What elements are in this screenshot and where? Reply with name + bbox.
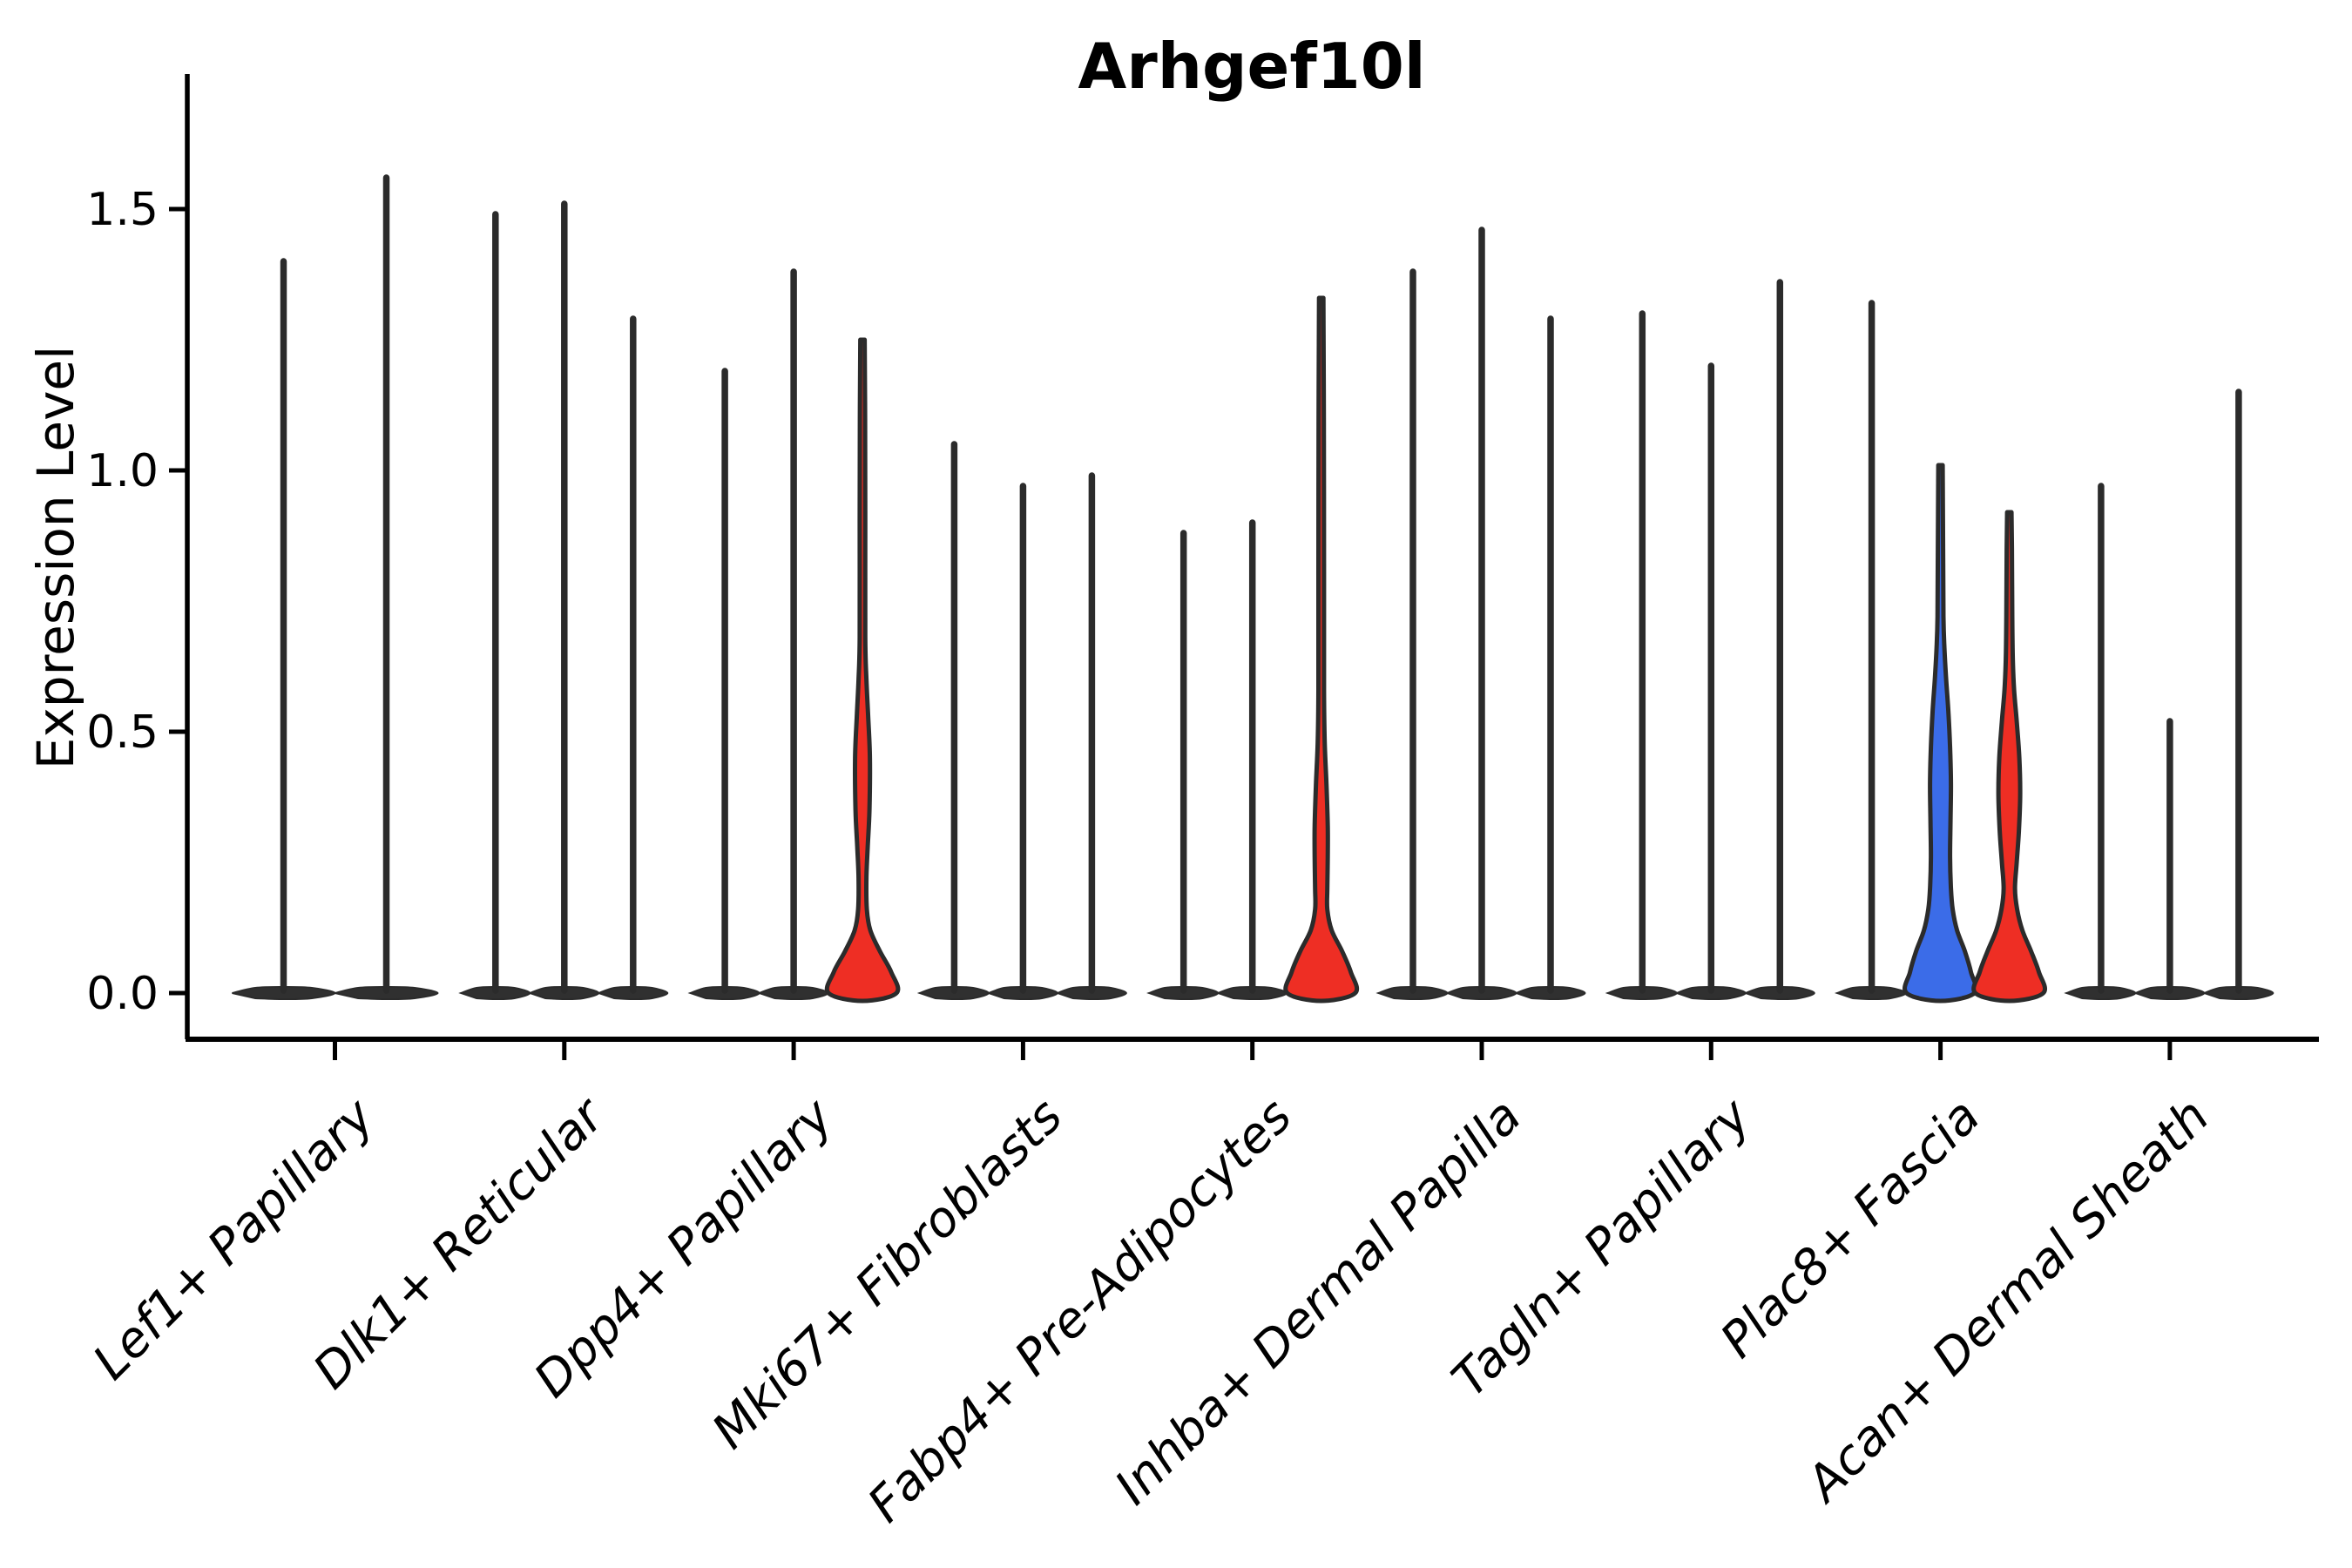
- x-tick-label: Acan+ Dermal Sheath: [1794, 1088, 2220, 1514]
- y-tick-label: 0.0: [86, 968, 159, 1020]
- y-axis-title: Expression Level: [26, 345, 85, 770]
- chart-title: Arhgef10l: [1078, 30, 1426, 103]
- y-tick-label: 1.5: [86, 184, 159, 236]
- violin-body-red: [1971, 510, 2048, 1004]
- violin-body-red: [824, 337, 901, 1004]
- violin-body-red: [1283, 295, 1360, 1004]
- x-tick-label: Inhba+ Dermal Papilla: [1105, 1088, 1532, 1516]
- y-tick-label: 1.0: [86, 445, 159, 497]
- x-tick-label: Fabp4+ Pre-Adipocytes: [857, 1088, 1302, 1533]
- y-tick-label: 0.5: [86, 706, 159, 759]
- violin-body-blue: [1903, 463, 1979, 1004]
